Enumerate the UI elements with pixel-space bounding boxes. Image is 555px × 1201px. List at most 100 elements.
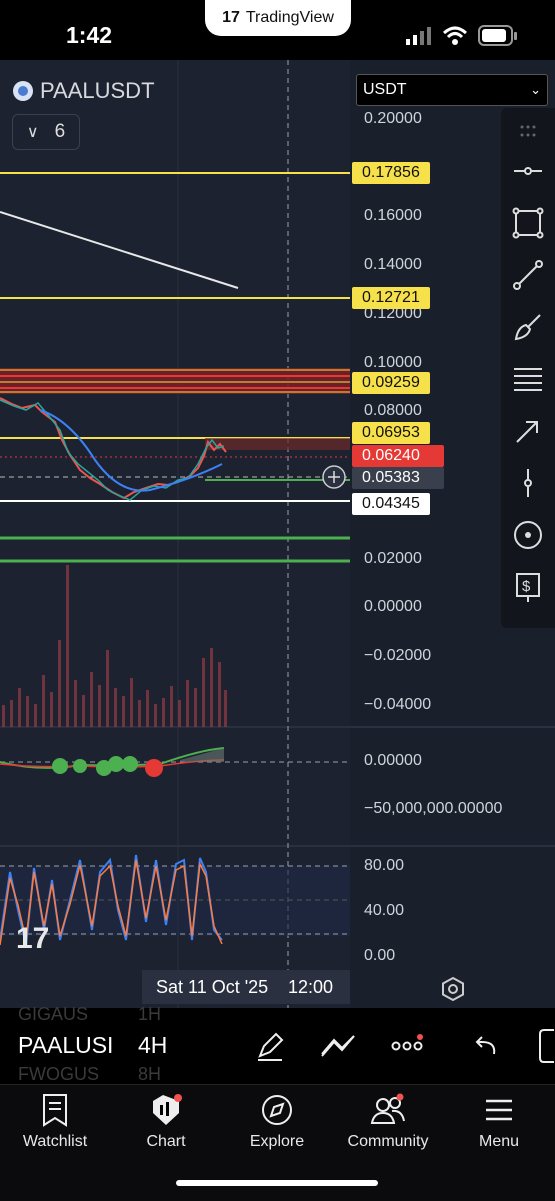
horizontal-ray-icon [514,167,542,175]
price-label-tool[interactable]: $ [501,562,555,612]
indicator-count: 6 [54,121,66,142]
tab-label: Explore [249,1133,305,1150]
crosshair-time: 12:00 [288,977,334,997]
symbol-name: PAALUSDT [40,78,155,103]
tab-label: Watchlist [22,1133,88,1150]
trendline-tool[interactable] [501,250,555,300]
price-axis-label: 0.00000 [364,598,422,615]
price-axis-label: 0.16000 [364,207,422,224]
svg-text:$: $ [522,578,531,595]
rsi-axis-label: 40.00 [364,902,405,919]
rsi-axis-label: 80.00 [364,857,405,874]
pen-icon[interactable] [254,1030,286,1062]
undo-icon[interactable] [474,1034,500,1058]
crosshair-date: Sat 11 Oct '25 [156,977,269,997]
menu-icon [486,1099,512,1121]
price-series [0,397,227,500]
arrow-tool[interactable] [501,406,555,456]
drawing-toolbar: $ [501,108,555,628]
fib-retracement-icon [514,368,542,391]
price-axis-label: 0.10000 [364,354,422,371]
osc-axis-label: 0.00000 [364,752,422,769]
tab-community[interactable]: Community [338,1093,438,1151]
tradingview-pill[interactable]: 17 TradingView [205,0,351,36]
chevron-down-icon: ∨ [26,124,39,141]
clock: 1:42 [66,22,113,48]
tab-label: Menu [478,1133,520,1150]
symbol-switcher[interactable]: PAALUSI [18,1032,114,1058]
vertical-line-icon [524,469,532,497]
home-indicator [176,1180,378,1186]
chart-icon [153,1094,182,1125]
current-price-tag[interactable]: 0.06240 [352,445,444,467]
compass-icon [262,1095,292,1125]
price-tag[interactable]: 0.04345 [352,493,430,515]
price-tag[interactable]: 0.12721 [352,287,430,309]
brush-icon [514,314,541,341]
wifi-icon [442,26,468,45]
settings-hex-icon[interactable] [440,976,466,1002]
tab-menu[interactable]: Menu [449,1093,549,1151]
trendline [0,211,239,289]
resistance-zone [0,368,350,394]
tab-label: Community [347,1133,429,1150]
crosshair-time-label: Sat 11 Oct '25 12:00 [142,970,350,1004]
tv-watermark-icon: 17 [16,922,49,955]
chevron-down-icon: ⌄ [530,82,541,97]
horizontal-ray-tool[interactable] [501,146,555,196]
price-axis-label: −0.04000 [364,696,432,713]
expand-icon[interactable] [538,1028,555,1064]
collapse-indicators-button[interactable]: ∨ 6 [12,114,80,150]
battery-icon [478,25,517,46]
symbol-header[interactable]: PAALUSDT [12,78,155,104]
currency-select-value: USDT [363,81,407,98]
community-icon [370,1093,405,1124]
crosshair-price-tag[interactable]: 0.05383 [352,467,444,489]
status-bar: 1:42 17 TradingView [0,0,555,60]
tradingview-logo-icon: 17 [222,9,240,26]
price-axis-label: 0.12000 [364,305,422,322]
coin-logo-icon [13,81,33,101]
circle-icon [514,521,542,549]
watchlist-icon [43,1094,67,1127]
price-axis-label: 0.14000 [364,256,422,273]
interval-switcher[interactable]: 4H [138,1032,168,1058]
price-tag[interactable]: 0.17856 [352,162,430,184]
arrow-icon [516,421,538,443]
ghost-symbol: FWOGUS [18,1064,99,1084]
tab-watchlist[interactable]: Watchlist [5,1093,105,1151]
tradingview-label: TradingView [245,9,334,26]
price-tag[interactable]: 0.09259 [352,372,430,394]
price-axis-label: 0.20000 [364,110,422,127]
moving-average [39,409,223,492]
price-axis-label: −0.02000 [364,647,432,664]
rectangle-tool[interactable] [501,198,555,248]
rsi-axis-label: 0.00 [364,947,396,964]
osc-axis-label: −50,000,000.00000 [364,800,503,817]
oscillator-dots [52,756,163,777]
trend-tools-icon[interactable] [320,1032,356,1060]
chart-canvas[interactable]: 17 [0,60,555,1008]
more-icon[interactable] [390,1034,426,1054]
toolbar-drag-handle[interactable] [501,108,555,158]
brush-tool[interactable] [501,302,555,352]
price-label-icon: $ [516,573,540,602]
ghost-interval: 1H [138,1004,162,1024]
fib-tool[interactable] [501,354,555,404]
vertical-line-tool[interactable] [501,458,555,508]
signal-icon [406,27,431,45]
ghost-interval: 8H [138,1064,162,1084]
volume-bars [2,565,227,727]
trendline-icon [513,260,543,290]
grip-icon [520,125,536,137]
ghost-symbol: GIGAUS [18,1004,89,1024]
price-axis-label: 0.08000 [364,402,422,419]
tab-label: Chart [146,1133,186,1150]
price-axis-label: 0.02000 [364,550,422,567]
currency-select[interactable]: USDT ⌄ [356,74,548,106]
bottom-toolbar: GIGAUS 1H PAALUSI 4H FWOGUS 8H [0,1004,555,1084]
circle-tool[interactable] [501,510,555,560]
tab-explore[interactable]: Explore [227,1093,327,1151]
price-tag[interactable]: 0.06953 [352,422,430,444]
tab-chart[interactable]: Chart [116,1093,216,1151]
